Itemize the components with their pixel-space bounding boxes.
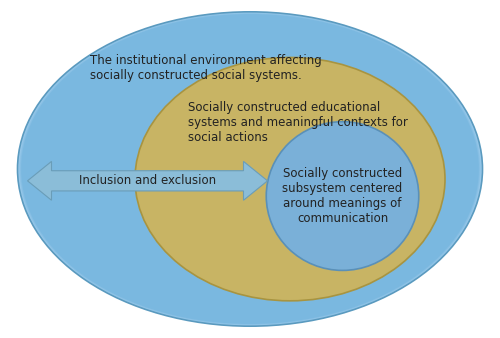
Ellipse shape (20, 14, 480, 324)
Ellipse shape (22, 15, 478, 323)
Ellipse shape (19, 13, 481, 325)
Ellipse shape (21, 14, 479, 324)
Ellipse shape (21, 14, 479, 324)
Ellipse shape (18, 12, 482, 326)
Ellipse shape (22, 15, 478, 323)
Ellipse shape (18, 13, 481, 325)
Ellipse shape (19, 13, 481, 325)
Ellipse shape (22, 15, 478, 323)
Ellipse shape (22, 15, 478, 323)
Ellipse shape (21, 14, 479, 324)
Ellipse shape (18, 13, 481, 325)
Ellipse shape (20, 13, 480, 325)
Ellipse shape (18, 13, 481, 325)
Ellipse shape (20, 13, 480, 325)
Ellipse shape (18, 13, 481, 325)
Ellipse shape (18, 12, 482, 326)
Ellipse shape (22, 15, 478, 323)
Ellipse shape (22, 15, 478, 323)
Ellipse shape (20, 14, 479, 324)
Ellipse shape (21, 14, 479, 324)
Ellipse shape (20, 14, 480, 324)
Ellipse shape (20, 14, 479, 324)
Ellipse shape (20, 13, 480, 325)
Ellipse shape (21, 14, 479, 324)
Ellipse shape (19, 13, 481, 325)
Ellipse shape (18, 12, 482, 326)
Ellipse shape (22, 15, 478, 323)
Ellipse shape (18, 12, 482, 326)
Ellipse shape (22, 15, 478, 323)
Polygon shape (28, 161, 268, 200)
Ellipse shape (18, 12, 482, 326)
Ellipse shape (18, 12, 482, 326)
Ellipse shape (20, 13, 480, 325)
Ellipse shape (20, 14, 479, 324)
Ellipse shape (19, 13, 481, 325)
Text: Socially constructed
subsystem centered
around meanings of
communication: Socially constructed subsystem centered … (282, 167, 403, 225)
Ellipse shape (19, 13, 481, 325)
Ellipse shape (135, 57, 445, 301)
Ellipse shape (20, 14, 480, 324)
Ellipse shape (18, 12, 482, 326)
Text: The institutional environment affecting
socially constructed social systems.: The institutional environment affecting … (90, 54, 322, 81)
Ellipse shape (20, 14, 479, 324)
Ellipse shape (21, 14, 479, 324)
Ellipse shape (18, 12, 482, 326)
Ellipse shape (20, 14, 479, 324)
Ellipse shape (19, 13, 481, 325)
Ellipse shape (20, 14, 480, 324)
Ellipse shape (18, 12, 482, 326)
Ellipse shape (22, 15, 478, 323)
Ellipse shape (266, 122, 419, 270)
Ellipse shape (20, 14, 479, 324)
Ellipse shape (20, 14, 480, 324)
Ellipse shape (18, 12, 482, 326)
Ellipse shape (20, 14, 480, 324)
Ellipse shape (19, 13, 481, 325)
Ellipse shape (18, 13, 481, 325)
Ellipse shape (18, 13, 481, 325)
Ellipse shape (22, 15, 478, 323)
Ellipse shape (22, 15, 478, 323)
Text: Socially constructed educational
systems and meaningful contexts for
social acti: Socially constructed educational systems… (188, 101, 408, 144)
Text: Inclusion and exclusion: Inclusion and exclusion (79, 174, 216, 187)
Ellipse shape (20, 14, 479, 324)
Ellipse shape (20, 13, 480, 325)
Ellipse shape (20, 13, 480, 325)
Ellipse shape (22, 15, 478, 323)
